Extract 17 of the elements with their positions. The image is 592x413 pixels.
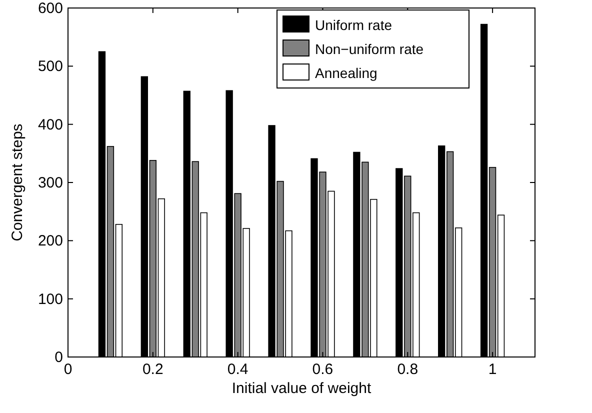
x-axis-title: Initial value of weight bbox=[232, 380, 372, 397]
y-tick-label: 600 bbox=[38, 0, 63, 17]
legend-label: Non−uniform rate bbox=[315, 41, 424, 57]
y-tick-label: 300 bbox=[38, 174, 63, 192]
x-tick-label: 1 bbox=[488, 361, 497, 378]
y-tick-label: 500 bbox=[38, 58, 63, 76]
x-tick-label: 0.4 bbox=[227, 361, 248, 378]
legend-label: Uniform rate bbox=[315, 17, 392, 33]
x-tick-label: 0.8 bbox=[397, 361, 418, 378]
y-tick-label: 200 bbox=[38, 232, 63, 250]
y-tick-label: 100 bbox=[38, 290, 63, 308]
x-tick-label: 0.6 bbox=[312, 361, 334, 378]
x-tick-label: 0.2 bbox=[142, 361, 164, 378]
y-tick-label: 0 bbox=[54, 349, 63, 366]
y-axis-title: Convergent steps bbox=[9, 124, 26, 242]
y-tick-label: 400 bbox=[38, 116, 63, 134]
legend-label: Annealing bbox=[315, 65, 378, 81]
